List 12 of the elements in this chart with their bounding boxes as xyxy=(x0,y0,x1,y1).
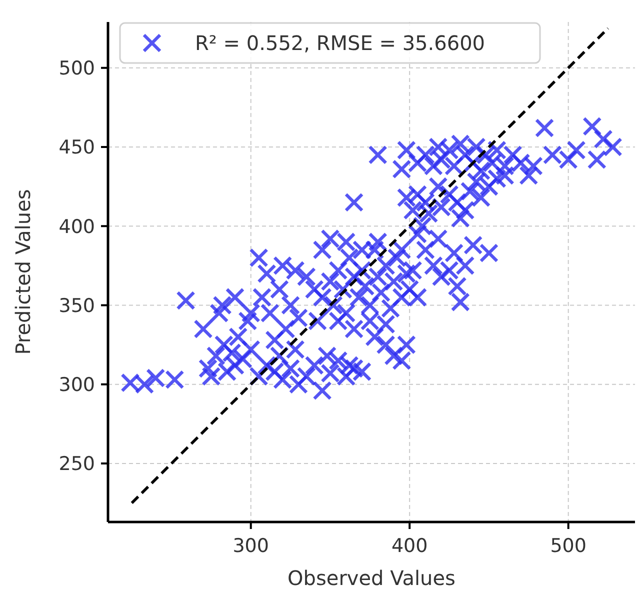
y-tick-label: 350 xyxy=(58,294,95,317)
y-tick-label: 250 xyxy=(58,453,95,476)
legend-label: R² = 0.552, RMSE = 35.6600 xyxy=(195,31,486,55)
y-tick-label: 300 xyxy=(58,374,95,396)
y-tick-label: 450 xyxy=(58,136,95,159)
x-tick-label: 500 xyxy=(550,535,586,557)
y-tick-label: 500 xyxy=(58,58,95,80)
x-tick-label: 300 xyxy=(232,535,269,557)
x-axis-title: Observed Values xyxy=(288,566,456,590)
x-tick-label: 400 xyxy=(391,535,428,557)
y-axis-title: Predicted Values xyxy=(11,189,35,355)
y-tick-label: 400 xyxy=(58,216,95,238)
